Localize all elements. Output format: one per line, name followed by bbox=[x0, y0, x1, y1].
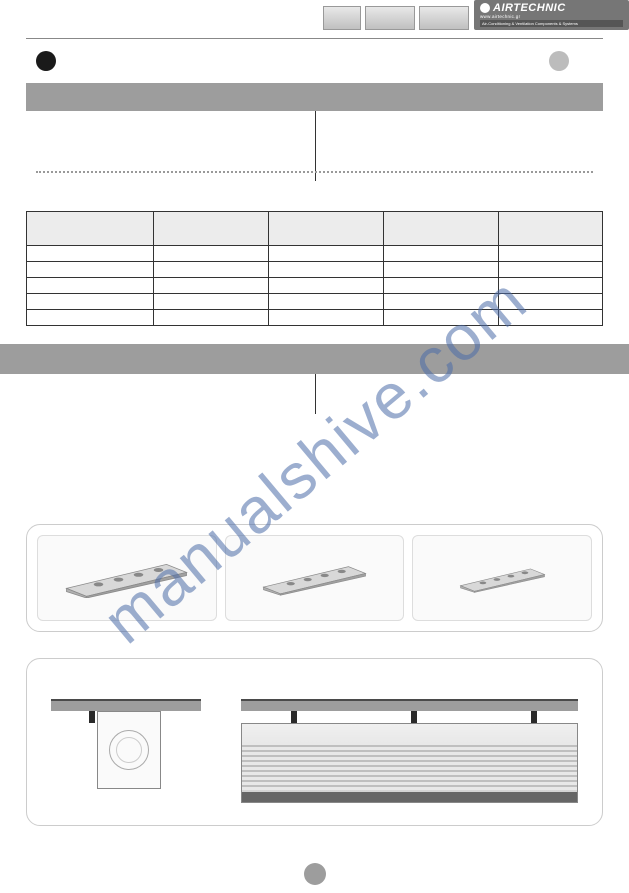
table-row bbox=[27, 246, 603, 262]
ceiling-left bbox=[51, 699, 201, 711]
brand-tagline: Air-Conditioning & Ventilation Component… bbox=[480, 20, 623, 27]
header-rule bbox=[26, 38, 603, 39]
brand-badge: AIRTECHNIC www.airtechnic.gr Air-Conditi… bbox=[474, 0, 629, 30]
th-4 bbox=[384, 212, 499, 246]
th-2 bbox=[153, 212, 268, 246]
rail-panel bbox=[26, 524, 603, 632]
install-panel bbox=[26, 658, 603, 826]
th-5 bbox=[499, 212, 603, 246]
section-bar-1 bbox=[26, 83, 603, 111]
th-1 bbox=[27, 212, 154, 246]
page-header: AIRTECHNIC www.airtechnic.gr Air-Conditi… bbox=[0, 0, 629, 38]
install-front-view bbox=[231, 673, 588, 811]
hanger-left bbox=[89, 711, 95, 723]
rail-cell-2 bbox=[225, 535, 405, 621]
rail-icon-medium bbox=[239, 558, 390, 598]
grille-icon bbox=[242, 742, 577, 790]
thumb-2 bbox=[365, 6, 415, 30]
table-row bbox=[27, 310, 603, 326]
ceiling-right bbox=[241, 699, 578, 711]
fan-unit-icon bbox=[97, 711, 161, 789]
install-side-view bbox=[41, 673, 211, 811]
rail-cell-3 bbox=[412, 535, 592, 621]
leaf-icon bbox=[480, 3, 490, 13]
thumb-3 bbox=[419, 6, 469, 30]
spec-table bbox=[26, 211, 603, 326]
brand-url: www.airtechnic.gr bbox=[480, 14, 623, 19]
air-curtain-unit bbox=[241, 723, 578, 803]
table-row bbox=[27, 294, 603, 310]
column-divider-2 bbox=[315, 374, 316, 414]
fan-swirl-icon bbox=[109, 730, 149, 770]
table-row bbox=[27, 278, 603, 294]
rail-cell-1 bbox=[37, 535, 217, 621]
dot-black bbox=[36, 51, 56, 71]
table-row bbox=[27, 262, 603, 278]
dot-grey bbox=[549, 51, 569, 71]
th-3 bbox=[268, 212, 383, 246]
section-bar-2 bbox=[0, 344, 629, 374]
indicator-dots bbox=[0, 51, 629, 71]
two-column-intro bbox=[26, 111, 603, 181]
rail-icon-large bbox=[51, 558, 202, 598]
outlet-bar bbox=[242, 792, 577, 802]
dotted-rule bbox=[36, 171, 593, 173]
rail-icon-small bbox=[427, 558, 578, 598]
spec-table-wrap bbox=[26, 211, 603, 326]
page-number-circle bbox=[304, 863, 326, 885]
brand-title: AIRTECHNIC bbox=[493, 2, 566, 14]
thumb-1 bbox=[323, 6, 361, 30]
two-column-2 bbox=[26, 374, 603, 414]
header-product-thumbs bbox=[323, 6, 469, 30]
